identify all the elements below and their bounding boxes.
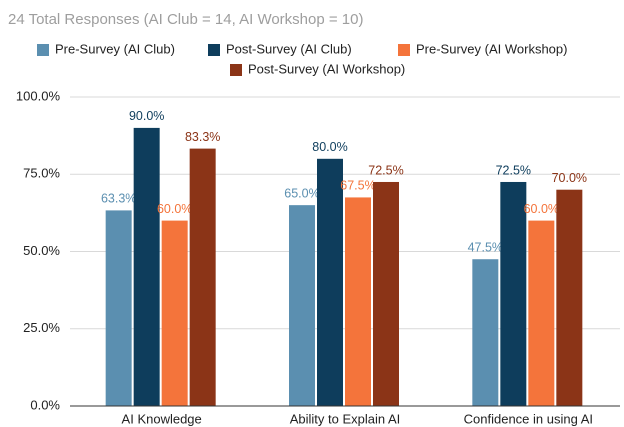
data-label: 90.0% (129, 109, 164, 123)
chart-title: 24 Total Responses (AI Club = 14, AI Wor… (8, 11, 363, 28)
legend-swatch (208, 44, 220, 56)
legend-label: Pre-Survey (AI Club) (55, 41, 175, 56)
data-label: 80.0% (312, 140, 347, 154)
bar (317, 158, 343, 406)
bar (528, 220, 555, 406)
legend-swatch (37, 44, 49, 56)
bar (556, 189, 583, 406)
y-tick-label: 0.0% (30, 397, 60, 412)
bar (500, 181, 527, 406)
bar (472, 259, 499, 406)
x-tick-label: Confidence in using AI (464, 411, 593, 426)
legend-label: Pre-Survey (AI Workshop) (416, 41, 567, 56)
bar (345, 197, 371, 406)
bar (373, 181, 399, 406)
data-label: 70.0% (552, 171, 587, 185)
data-label: 67.5% (340, 179, 375, 193)
bar (289, 205, 315, 406)
bar (189, 148, 216, 406)
legend-swatch (398, 44, 410, 56)
data-label: 83.3% (185, 130, 220, 144)
y-tick-label: 25.0% (23, 320, 60, 335)
x-tick-label: Ability to Explain AI (290, 411, 401, 426)
data-label: 72.5% (496, 163, 531, 177)
legend-label: Post-Survey (AI Workshop) (248, 61, 405, 76)
legend-swatch (230, 64, 242, 76)
x-tick-label: AI Knowledge (122, 411, 202, 426)
data-label: 65.0% (284, 186, 319, 200)
data-label: 60.0% (157, 202, 192, 216)
bar (133, 127, 160, 407)
legend-label: Post-Survey (AI Club) (226, 41, 352, 56)
data-label: 60.0% (524, 202, 559, 216)
y-tick-label: 75.0% (23, 166, 60, 181)
bar (161, 220, 188, 406)
y-tick-label: 100.0% (16, 88, 61, 103)
data-label: 47.5% (468, 241, 503, 255)
data-label: 63.3% (101, 192, 136, 206)
y-tick-label: 50.0% (23, 243, 60, 258)
bar (105, 210, 132, 406)
data-label: 72.5% (368, 163, 403, 177)
